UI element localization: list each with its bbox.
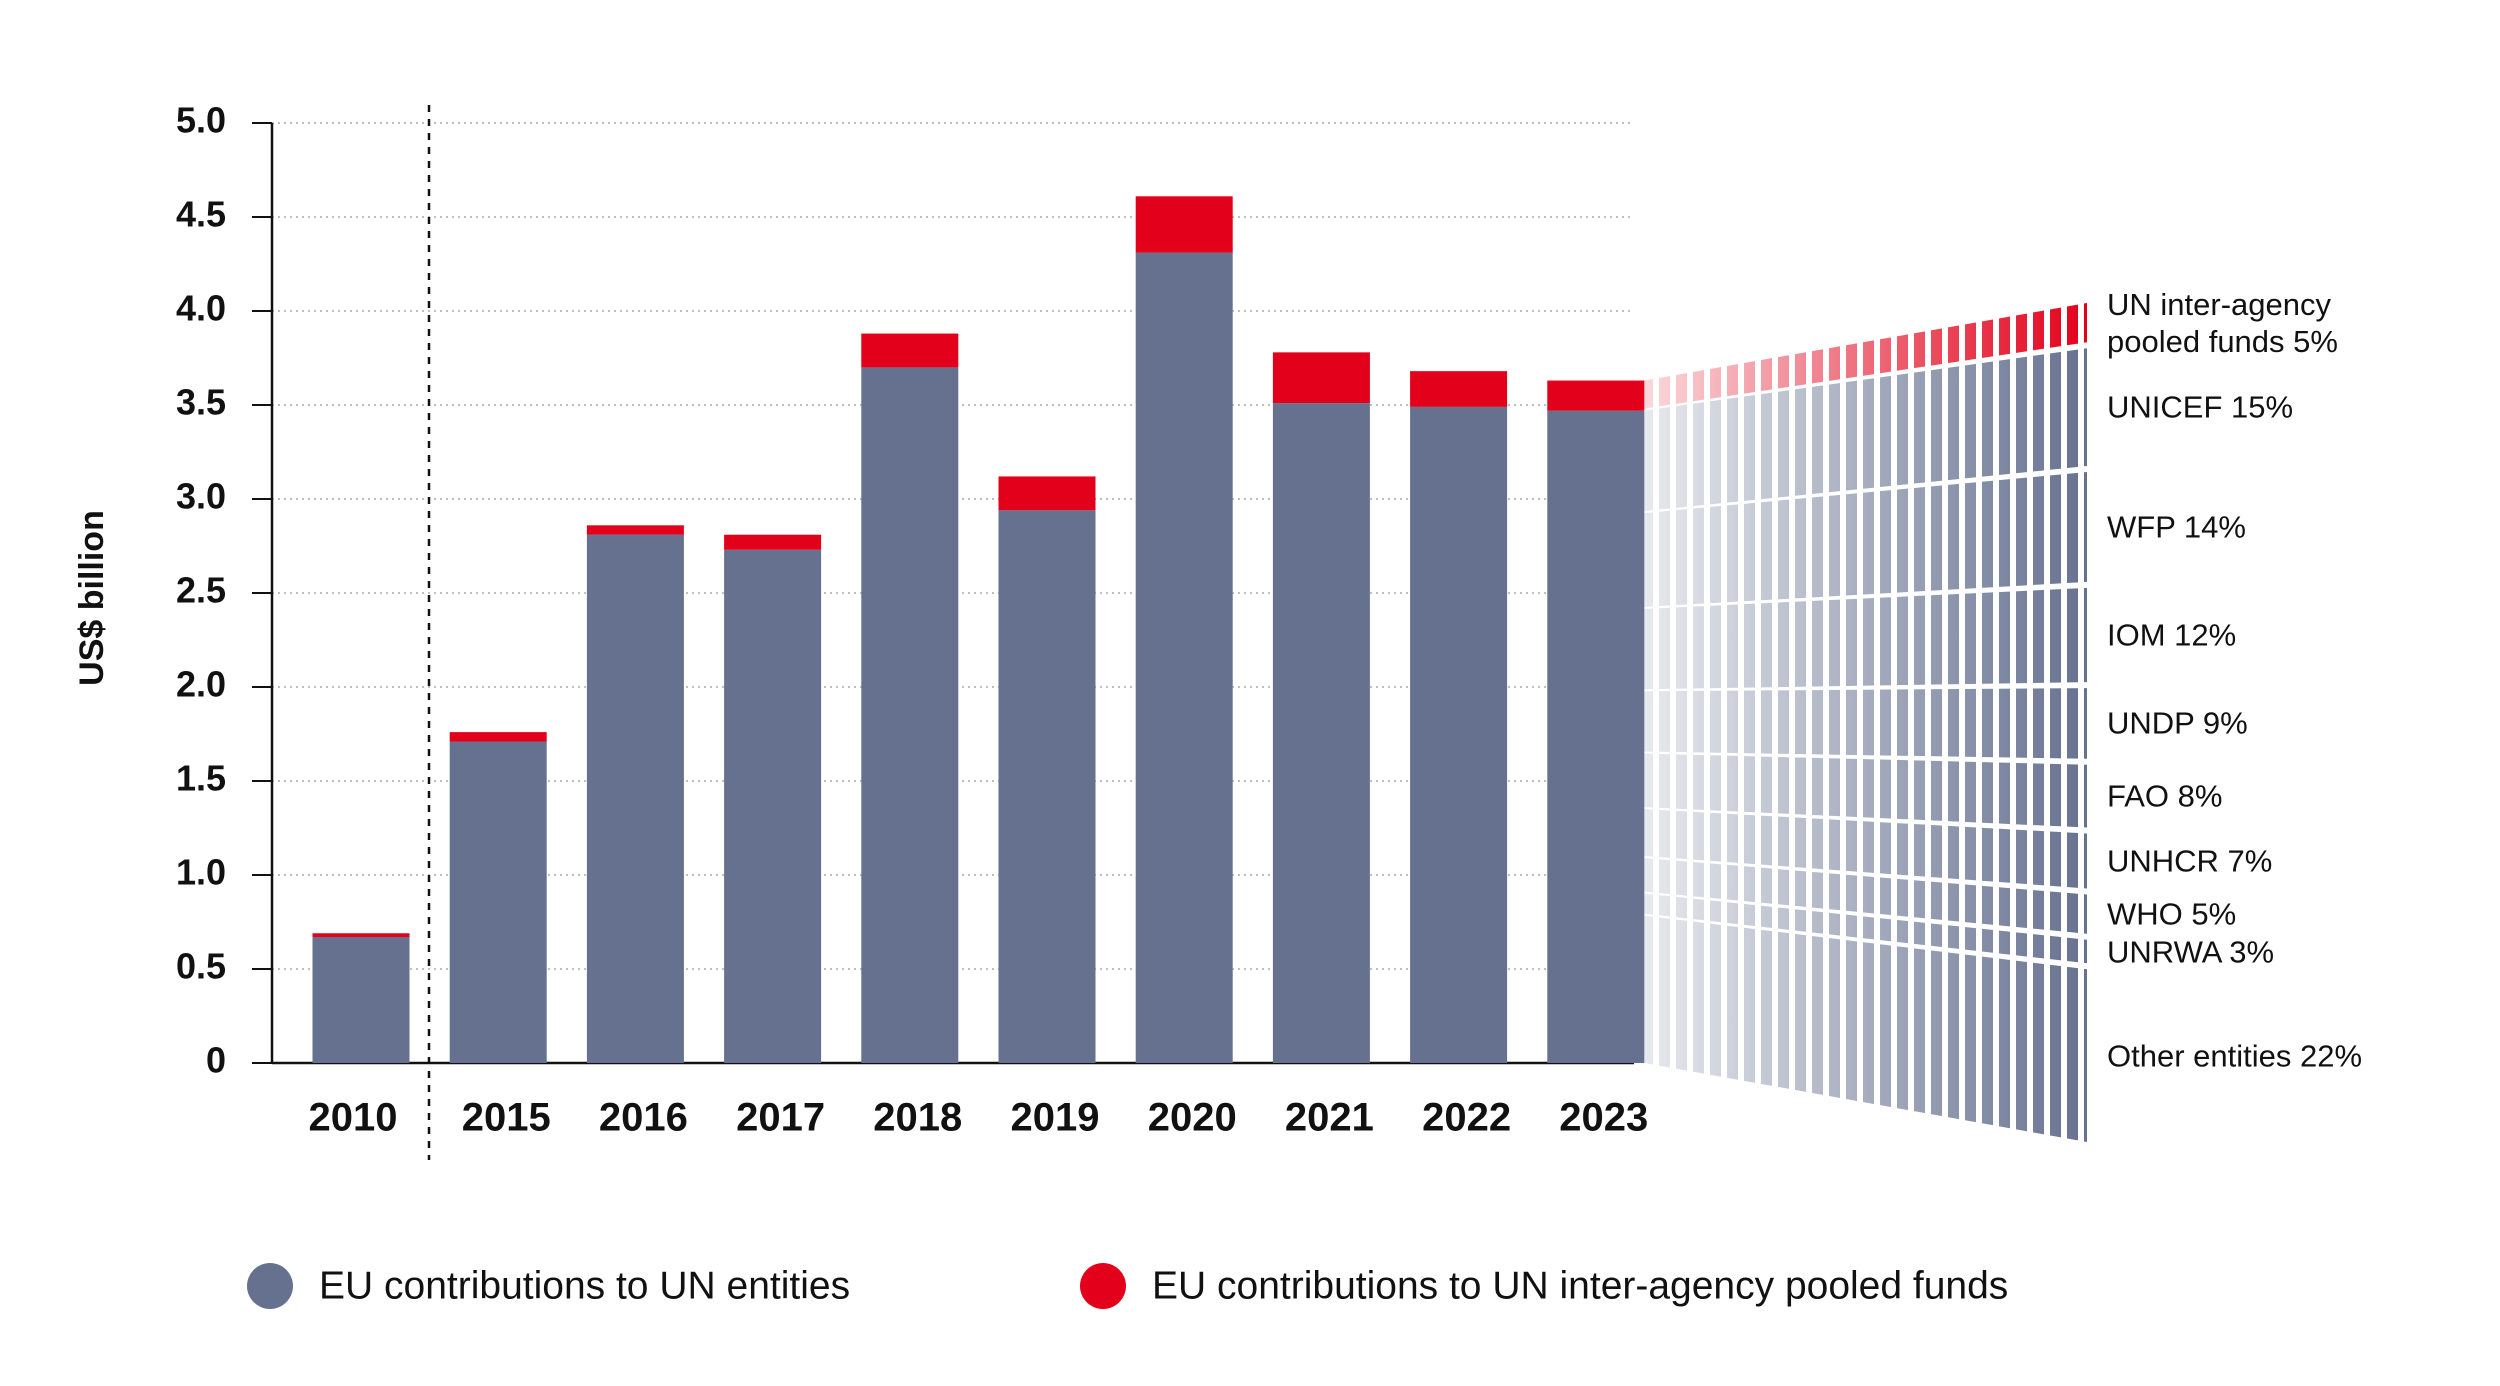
bar-segment <box>861 367 959 1063</box>
x-tick-label: 2010 <box>309 1096 398 1140</box>
y-tick-label: 1.0 <box>176 852 226 893</box>
bar-segment <box>724 534 822 550</box>
bar-segment <box>449 732 547 742</box>
bar-segment <box>998 476 1096 511</box>
bar-segment <box>1410 406 1508 1063</box>
breakdown-label: UNRWA 3% <box>2107 934 2275 970</box>
y-tick-label: 0 <box>206 1040 226 1081</box>
bar-segment <box>449 741 547 1063</box>
bar-segment <box>1272 403 1370 1063</box>
x-tick-label: 2022 <box>1422 1096 1511 1140</box>
bar-segment <box>1547 410 1645 1063</box>
x-tick-label: 2020 <box>1148 1096 1237 1140</box>
bar-segment <box>1410 371 1508 407</box>
x-tick-label: 2019 <box>1011 1096 1100 1140</box>
bar-segment <box>1135 252 1233 1064</box>
bar-segment <box>998 510 1096 1063</box>
x-tick-label: 2023 <box>1559 1096 1648 1140</box>
y-tick-label: 1.5 <box>176 758 226 799</box>
y-tick-label: 5.0 <box>176 100 226 141</box>
breakdown-label: UNICEF 15% <box>2107 389 2294 425</box>
x-tick-label: 2016 <box>599 1096 688 1140</box>
x-tick-label: 2015 <box>462 1096 551 1140</box>
legend-marker <box>247 1263 293 1309</box>
x-tick-label: 2017 <box>736 1096 825 1140</box>
y-tick-label: 2.5 <box>176 570 226 611</box>
bar-segment <box>586 525 684 535</box>
bar-segment <box>1272 352 1370 404</box>
breakdown-label: UNHCR 7% <box>2107 843 2273 879</box>
bar-segment <box>1547 380 1645 411</box>
legend-label: EU contributions to UN inter-agency pool… <box>1152 1264 2008 1307</box>
bar-segment <box>724 549 822 1063</box>
breakdown-label: UN inter-agency pooled funds 5% <box>2107 286 2338 359</box>
breakdown-label: WHO 5% <box>2107 896 2237 932</box>
bar-segment <box>312 933 410 938</box>
bar-segment <box>312 937 410 1063</box>
y-tick-label: 4.5 <box>176 194 226 235</box>
y-tick-label: 2.0 <box>176 664 226 705</box>
legend-label: EU contributions to UN entities <box>319 1264 850 1307</box>
y-axis-label: US$ billion <box>73 510 111 686</box>
breakdown-segment <box>1644 688 2087 759</box>
x-tick-label: 2021 <box>1285 1096 1374 1140</box>
y-tick-label: 0.5 <box>176 946 226 987</box>
x-tick-label: 2018 <box>873 1096 962 1140</box>
breakdown-label: Other entities 22% <box>2107 1038 2363 1074</box>
bar-segment <box>861 333 959 368</box>
breakdown-label: UNDP 9% <box>2107 705 2248 741</box>
breakdown-label: FAO 8% <box>2107 778 2223 814</box>
breakdown-label: IOM 12% <box>2107 617 2237 653</box>
y-tick-label: 3.5 <box>176 382 226 423</box>
y-tick-label: 4.0 <box>176 288 226 329</box>
bar-segment <box>586 534 684 1063</box>
bar-segment <box>1135 196 1233 253</box>
legend-marker <box>1080 1263 1126 1309</box>
y-tick-label: 3.0 <box>176 476 226 517</box>
breakdown-label: WFP 14% <box>2107 509 2246 545</box>
